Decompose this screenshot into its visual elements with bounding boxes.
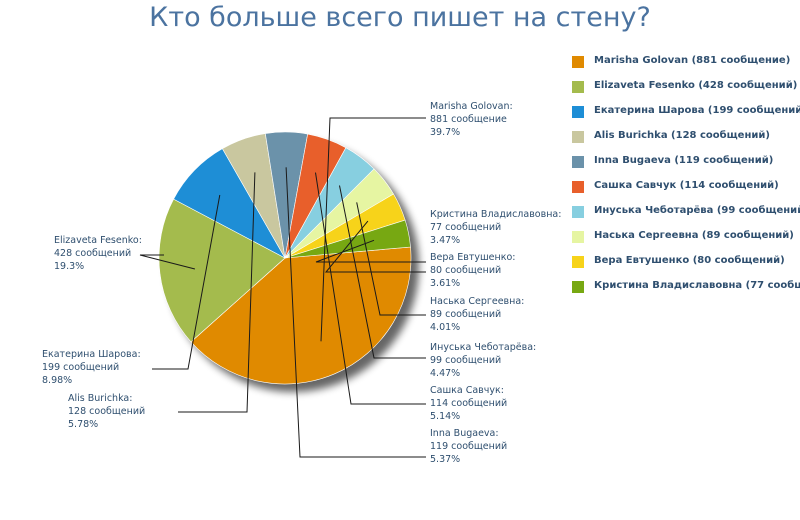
callout-leader-line [356, 202, 426, 316]
callout-callout-count: 77 сообщений [430, 222, 501, 233]
pie-slices [158, 131, 412, 385]
callout-leader-line [285, 167, 426, 458]
legend-label: Вера Евтушенко (80 сообщений) [594, 255, 785, 266]
callout-percent: 4.01% [430, 322, 460, 333]
callout-leader-line [315, 172, 426, 405]
callout-leader-line [139, 254, 196, 270]
legend-item[interactable]: Сашка Савчук (114 сообщений) [572, 177, 800, 202]
callout-callout-count: 119 сообщений [430, 441, 507, 452]
callout-callout-count: 128 сообщений [68, 406, 145, 417]
chart-legend: Marisha Golovan (881 сообщение) Elizaveta… [572, 52, 800, 302]
pie-slice[interactable] [284, 219, 411, 259]
legend-item[interactable]: Alis Burichka (128 сообщений) [572, 127, 800, 152]
callout-percent: 5.78% [68, 419, 98, 430]
legend-label: Marisha Golovan (881 сообщение) [594, 55, 791, 66]
legend-label: Кристина Владиславовна (77 сообщений) [594, 280, 800, 291]
legend-swatch [572, 206, 584, 218]
legend-swatch [572, 81, 584, 93]
callout-percent: 19.3% [54, 261, 84, 272]
callout-callout-count: 881 сообщение [430, 114, 507, 125]
callout-percent: 5.14% [430, 411, 460, 422]
callout-percent: 3.61% [430, 278, 460, 289]
callout-callout-count: 80 сообщений [430, 265, 501, 276]
callout-leader-line [339, 185, 426, 359]
callout-callout-count: 99 сообщений [430, 355, 501, 366]
callout-percent: 4.47% [430, 368, 460, 379]
callout-percent: 8.98% [42, 375, 72, 386]
callout-percent: 3.47% [430, 235, 460, 246]
callout-name: Екатерина Шарова: [42, 349, 141, 360]
callout-name: Вера Евтушенко: [430, 252, 516, 263]
legend-swatch [572, 131, 584, 143]
legend-item[interactable]: Наська Сергеевна (89 сообщений) [572, 227, 800, 252]
callout-name: Кристина Владиславовна: [430, 209, 561, 220]
callout-name: Inna Bugaeva: [430, 428, 499, 439]
legend-label: Alis Burichka (128 сообщений) [594, 130, 770, 141]
callout-name: Сашка Савчук: [430, 385, 504, 396]
callout-percent: 39.7% [430, 127, 460, 138]
legend-swatch [572, 56, 584, 68]
pie-slice[interactable] [158, 198, 286, 343]
pie-slice[interactable] [190, 246, 412, 385]
legend-label: Сашка Савчук (114 сообщений) [594, 180, 779, 191]
legend-item[interactable]: Marisha Golovan (881 сообщение) [572, 52, 800, 77]
legend-swatch [572, 231, 584, 243]
legend-label: Elizaveta Fesenko (428 сообщений) [594, 80, 798, 91]
legend-swatch [572, 281, 584, 293]
callout-callout-count: 428 сообщений [54, 248, 131, 259]
callout-leader-line [324, 220, 426, 273]
pie-callouts: Marisha Golovan: 881 сообщение 39.7% Elizav… [42, 101, 561, 465]
legend-label: Inna Bugaeva (119 сообщений) [594, 155, 774, 166]
callout-callout-count: 199 сообщений [42, 362, 119, 373]
callout-name: Alis Burichka: [68, 393, 132, 404]
callout-name: Наська Сергеевна: [430, 296, 524, 307]
legend-item[interactable]: Инуська Чеботарёва (99 сообщений) [572, 202, 800, 227]
legend-swatch [572, 256, 584, 268]
callout-name: Marisha Golovan: [430, 101, 513, 112]
legend-swatch [572, 181, 584, 193]
callout-leader-line [315, 239, 426, 263]
legend-label: Наська Сергеевна (89 сообщений) [594, 230, 794, 241]
legend-swatch [572, 106, 584, 118]
legend-label: Инуська Чеботарёва (99 сообщений) [594, 205, 800, 216]
callout-name: Инуська Чеботарёва: [430, 342, 536, 353]
callout-callout-count: 89 сообщений [430, 309, 501, 320]
legend-item[interactable]: Elizaveta Fesenko (428 сообщений) [572, 77, 800, 102]
legend-swatch [572, 156, 584, 168]
chart-title: Кто больше всего пишет на стену? [149, 2, 651, 33]
callout-name: Elizaveta Fesenko: [54, 235, 142, 246]
callout-percent: 5.37% [430, 454, 460, 465]
callout-callout-count: 114 сообщений [430, 398, 507, 409]
callout-leader-line [152, 194, 221, 370]
legend-item[interactable]: Кристина Владиславовна (77 сообщений) [572, 277, 800, 302]
legend-item[interactable]: Inna Bugaeva (119 сообщений) [572, 152, 800, 177]
legend-item[interactable]: Екатерина Шарова (199 сообщений) [572, 102, 800, 127]
legend-item[interactable]: Вера Евтушенко (80 сообщений) [572, 252, 800, 277]
callout-leader-line [320, 117, 426, 342]
legend-label: Екатерина Шарова (199 сообщений) [594, 105, 800, 116]
callout-leader-line [178, 172, 256, 413]
